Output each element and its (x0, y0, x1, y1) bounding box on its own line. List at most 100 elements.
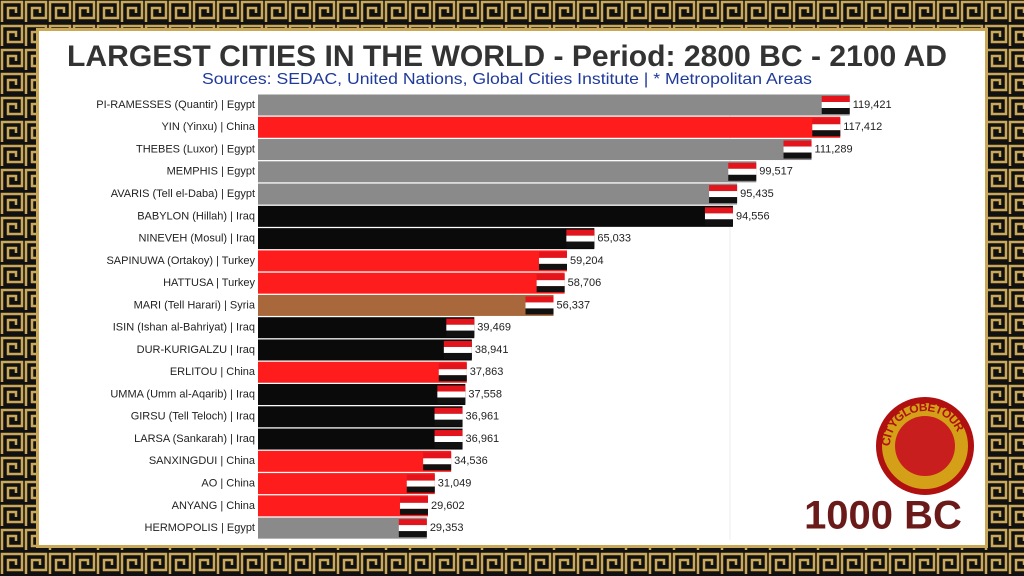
bar (258, 139, 812, 161)
category-label: GIRSU (Tell Teloch) | Iraq (131, 411, 255, 423)
flag-top (406, 474, 435, 481)
flag-bottom (438, 375, 467, 382)
category-label: THEBES (Luxor) | Egypt (136, 143, 255, 155)
bar (258, 406, 463, 428)
flag-bottom (812, 130, 841, 137)
bar (258, 116, 841, 138)
flag-top (704, 207, 733, 214)
value-label: 36,961 (466, 411, 500, 423)
logo-inner (895, 416, 955, 476)
category-label: LARSA (Sankarah) | Iraq (134, 433, 255, 445)
flag-top (821, 96, 850, 102)
bar (258, 339, 472, 361)
flag-mid (525, 302, 554, 309)
category-label: MEMPHIS | Egypt (167, 166, 255, 178)
flag-mid (821, 102, 850, 108)
flag-bottom (434, 419, 463, 426)
flag-top (728, 162, 757, 169)
flag-mid (704, 213, 733, 220)
period-label: 1000 BC (804, 494, 962, 538)
value-label: 31,049 (438, 477, 472, 489)
flag-top (398, 519, 427, 526)
value-label: 117,412 (843, 121, 882, 133)
category-label: HERMOPOLIS | Egypt (145, 522, 255, 534)
flag-top (434, 430, 463, 437)
bar (258, 317, 475, 339)
flag-top (536, 274, 565, 281)
flag-top (812, 118, 841, 125)
value-label: 36,961 (466, 433, 500, 445)
category-label: BABYLON (Hillah) | Iraq (137, 210, 255, 222)
category-label: AO | China (201, 477, 255, 489)
flag-bottom (709, 197, 738, 204)
flag-bottom (434, 442, 463, 449)
flag-mid (399, 502, 428, 509)
chart-title: LARGEST CITIES IN THE WORLD - Period: 28… (67, 40, 947, 73)
flag-mid (437, 391, 466, 398)
bar (258, 250, 567, 272)
flag-top (566, 229, 595, 236)
flag-top (437, 385, 466, 392)
category-label: ISIN (Ishan al-Bahriyat) | Iraq (113, 322, 255, 334)
bar (258, 495, 428, 517)
bar (258, 161, 757, 183)
bar (258, 272, 565, 294)
bar (258, 450, 452, 472)
flag-bottom (406, 486, 435, 493)
flag-mid (398, 525, 427, 532)
flag-bottom (423, 464, 452, 471)
flag-top (783, 140, 812, 147)
category-label: UMMA (Umm al-Aqarib) | Iraq (110, 388, 255, 400)
bar (258, 473, 435, 495)
flag-bottom (399, 508, 428, 515)
flag-bottom (536, 286, 565, 293)
flag-top (525, 296, 554, 303)
value-label: 111,289 (815, 143, 853, 155)
flag-top (446, 318, 475, 325)
flag-bottom (566, 241, 595, 248)
bar (258, 384, 466, 406)
flag-top (423, 452, 452, 459)
bar (258, 228, 595, 250)
bar (258, 205, 733, 227)
bar (258, 428, 463, 450)
flag-bottom (728, 174, 757, 181)
category-label: ERLITOU | China (170, 366, 256, 378)
flag-top (538, 251, 567, 258)
flag-top (399, 496, 428, 503)
flag-mid (434, 436, 463, 443)
flag-mid (812, 124, 841, 131)
value-label: 29,602 (431, 500, 465, 512)
value-label: 37,863 (470, 366, 504, 378)
flag-mid (406, 480, 435, 487)
flag-bottom (538, 263, 567, 270)
flag-mid (446, 324, 475, 331)
flag-mid (538, 257, 567, 264)
category-label: SANXINGDUI | China (149, 455, 256, 467)
flag-mid (536, 280, 565, 287)
flag-bottom (446, 330, 475, 337)
value-label: 94,556 (736, 210, 770, 222)
category-label: MARI (Tell Harari) | Syria (134, 299, 256, 311)
flag-mid (728, 168, 757, 175)
category-label: SAPINUWA (Ortakoy) | Turkey (106, 255, 255, 267)
category-label: YIN (Yinxu) | China (161, 121, 255, 133)
category-label: DUR-KURIGALZU | Iraq (137, 344, 255, 356)
value-label: 59,204 (570, 255, 604, 267)
flag-top (438, 363, 467, 370)
bar (258, 183, 738, 205)
flag-bottom (704, 219, 733, 226)
flag-mid (438, 369, 467, 376)
bar (258, 361, 467, 383)
value-label: 38,941 (475, 344, 509, 356)
category-label: HATTUSA | Turkey (163, 277, 255, 289)
flag-mid (434, 413, 463, 420)
value-label: 39,469 (477, 322, 511, 334)
flag-bottom (821, 108, 850, 114)
flag-top (709, 185, 738, 192)
category-label: NINEVEH (Mosul) | Iraq (138, 233, 255, 245)
value-label: 65,033 (597, 233, 631, 245)
category-label: AVARIS (Tell el-Daba) | Egypt (111, 188, 255, 200)
value-label: 99,517 (759, 166, 793, 178)
